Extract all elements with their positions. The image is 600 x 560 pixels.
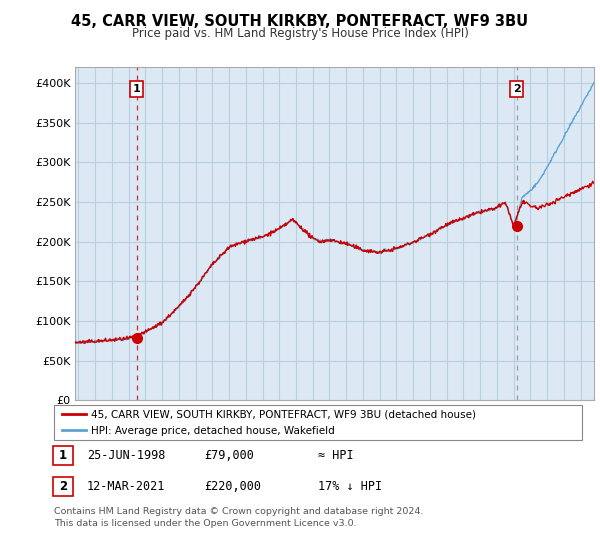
Text: 2: 2: [59, 479, 67, 493]
Text: ≈ HPI: ≈ HPI: [318, 449, 353, 462]
Text: HPI: Average price, detached house, Wakefield: HPI: Average price, detached house, Wake…: [91, 426, 335, 436]
Text: 2: 2: [513, 84, 521, 94]
Text: Price paid vs. HM Land Registry's House Price Index (HPI): Price paid vs. HM Land Registry's House …: [131, 27, 469, 40]
Text: 25-JUN-1998: 25-JUN-1998: [87, 449, 166, 462]
Text: Contains HM Land Registry data © Crown copyright and database right 2024.
This d: Contains HM Land Registry data © Crown c…: [54, 507, 424, 528]
Text: 12-MAR-2021: 12-MAR-2021: [87, 479, 166, 493]
Text: £220,000: £220,000: [204, 479, 261, 493]
Text: 45, CARR VIEW, SOUTH KIRKBY, PONTEFRACT, WF9 3BU: 45, CARR VIEW, SOUTH KIRKBY, PONTEFRACT,…: [71, 14, 529, 29]
Text: 1: 1: [133, 84, 140, 94]
Text: 17% ↓ HPI: 17% ↓ HPI: [318, 479, 382, 493]
FancyBboxPatch shape: [54, 405, 582, 440]
Text: £79,000: £79,000: [204, 449, 254, 462]
Text: 1: 1: [59, 449, 67, 462]
Text: 45, CARR VIEW, SOUTH KIRKBY, PONTEFRACT, WF9 3BU (detached house): 45, CARR VIEW, SOUTH KIRKBY, PONTEFRACT,…: [91, 409, 476, 419]
